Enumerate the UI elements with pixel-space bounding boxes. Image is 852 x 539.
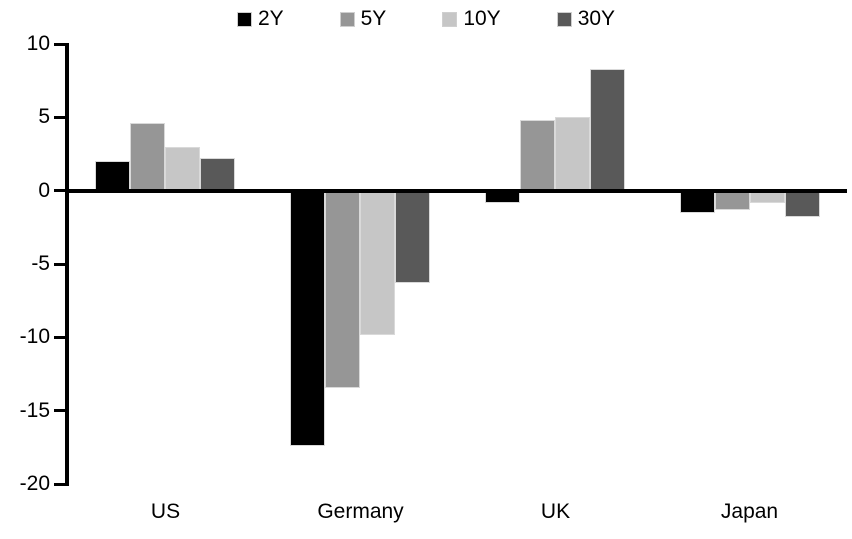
- y-tick-mark: [54, 409, 67, 412]
- legend-swatch-icon: [236, 11, 252, 27]
- legend-label: 30Y: [577, 7, 616, 30]
- legend-item-30y: 30Y: [556, 7, 616, 31]
- legend-label: 5Y: [360, 7, 387, 30]
- y-tick-label: -15: [19, 399, 50, 422]
- bar-japan-2y: [680, 191, 715, 213]
- bar-germany-5y: [325, 191, 360, 388]
- bar-japan-30y: [785, 191, 820, 217]
- x-category-label-us: US: [150, 500, 181, 523]
- y-tick-label: -20: [19, 472, 50, 495]
- x-category-label-japan: Japan: [720, 500, 779, 523]
- bar-uk-10y: [555, 117, 590, 190]
- x-category-label-uk: UK: [540, 500, 571, 523]
- bar-us-10y: [165, 147, 200, 191]
- bar-us-2y: [95, 161, 130, 190]
- x-category-label-germany: Germany: [317, 500, 404, 523]
- legend-swatch-icon: [339, 11, 355, 27]
- legend-label: 2Y: [257, 7, 284, 30]
- legend-item-10y: 10Y: [442, 7, 501, 31]
- y-tick-label: -5: [31, 252, 50, 275]
- y-tick-label: 5: [38, 105, 50, 128]
- bar-japan-5y: [715, 191, 750, 210]
- y-tick-mark: [54, 336, 67, 339]
- legend-swatch-icon: [556, 11, 572, 27]
- bar-germany-30y: [395, 191, 430, 283]
- legend-swatch-icon: [442, 11, 458, 27]
- legend-item-2y: 2Y: [236, 7, 284, 31]
- bar-uk-30y: [590, 69, 625, 191]
- y-tick-mark: [54, 263, 67, 266]
- bar-us-5y: [130, 123, 165, 190]
- y-tick-mark: [54, 43, 67, 46]
- y-tick-mark: [54, 189, 67, 192]
- legend-label: 10Y: [463, 7, 501, 30]
- y-tick-label: 10: [26, 32, 50, 55]
- chart-legend: 2Y 5Y 10Y 30Y: [0, 7, 852, 31]
- y-tick-mark: [54, 483, 67, 486]
- bar-germany-2y: [290, 191, 325, 446]
- y-tick-label: -10: [19, 325, 50, 348]
- bar-germany-10y: [360, 191, 395, 335]
- y-axis-line: [65, 43, 69, 486]
- y-tick-mark: [54, 116, 67, 119]
- legend-item-5y: 5Y: [339, 7, 387, 31]
- bar-us-30y: [200, 158, 235, 190]
- bar-uk-5y: [520, 120, 555, 190]
- zero-axis-line: [68, 189, 847, 193]
- y-tick-label: 0: [38, 179, 50, 202]
